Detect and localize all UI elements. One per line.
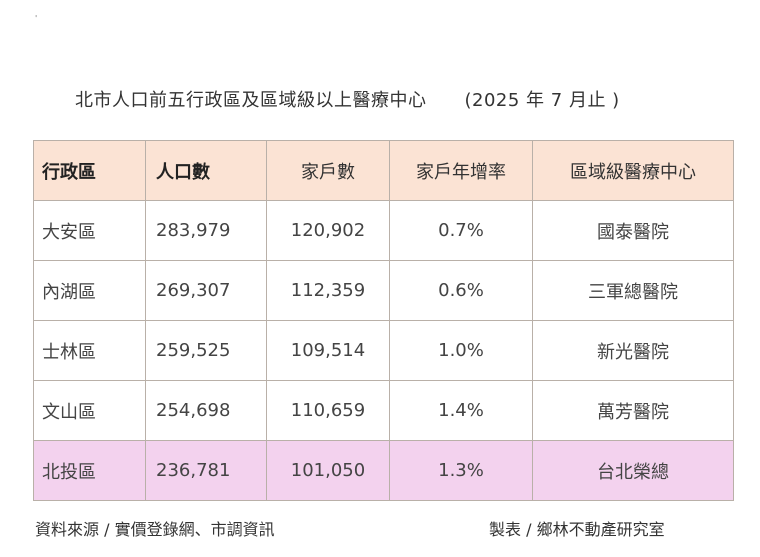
header-households: 家戶數: [266, 140, 390, 201]
table-header-row: 行政區 人口數 家戶數 家戶年增率 區域級醫療中心: [33, 140, 734, 201]
cell-district: 內湖區: [33, 260, 146, 321]
page-title: 北市人口前五行政區及區域級以上醫療中心 (2025 年 7 月止 ): [75, 86, 620, 112]
cell-growth-rate: 0.6%: [389, 260, 533, 321]
header-medical-center: 區域級醫療中心: [532, 140, 734, 201]
table-row: 大安區 283,979 120,902 0.7% 國泰醫院: [33, 200, 734, 261]
title-date: (2025 年 7 月止 ): [464, 90, 620, 111]
source-note: 資料來源 / 實價登錄網、市調資訊: [35, 520, 275, 539]
cell-households: 112,359: [266, 260, 390, 321]
corner-mark: ': [35, 14, 38, 23]
cell-growth-rate: 0.7%: [389, 200, 533, 261]
table-row: 內湖區 269,307 112,359 0.6% 三軍總醫院: [33, 260, 734, 321]
header-population: 人口數: [145, 140, 267, 201]
header-district: 行政區: [33, 140, 146, 201]
table-row: 士林區 259,525 109,514 1.0% 新光醫院: [33, 320, 734, 381]
cell-population: 283,979: [145, 200, 267, 261]
cell-households: 110,659: [266, 380, 390, 441]
cell-households: 109,514: [266, 320, 390, 381]
cell-growth-rate: 1.0%: [389, 320, 533, 381]
cell-households: 120,902: [266, 200, 390, 261]
cell-district: 文山區: [33, 380, 146, 441]
cell-district: 士林區: [33, 320, 146, 381]
cell-population: 254,698: [145, 380, 267, 441]
cell-medical-center: 國泰醫院: [532, 200, 734, 261]
cell-medical-center: 新光醫院: [532, 320, 734, 381]
cell-district: 北投區: [33, 440, 146, 501]
header-growth-rate: 家戶年增率: [389, 140, 533, 201]
cell-medical-center: 台北榮總: [532, 440, 734, 501]
table-row: 文山區 254,698 110,659 1.4% 萬芳醫院: [33, 380, 734, 441]
cell-district: 大安區: [33, 200, 146, 261]
cell-growth-rate: 1.4%: [389, 380, 533, 441]
district-table: 行政區 人口數 家戶數 家戶年增率 區域級醫療中心 大安區 283,979 12…: [33, 140, 734, 501]
cell-population: 236,781: [145, 440, 267, 501]
credit-note: 製表 / 鄉林不動產研究室: [489, 520, 665, 539]
cell-households: 101,050: [266, 440, 390, 501]
cell-growth-rate: 1.3%: [389, 440, 533, 501]
cell-medical-center: 三軍總醫院: [532, 260, 734, 321]
table-row-highlighted: 北投區 236,781 101,050 1.3% 台北榮總: [33, 440, 734, 501]
cell-population: 259,525: [145, 320, 267, 381]
cell-medical-center: 萬芳醫院: [532, 380, 734, 441]
cell-population: 269,307: [145, 260, 267, 321]
title-text: 北市人口前五行政區及區域級以上醫療中心: [75, 90, 427, 111]
